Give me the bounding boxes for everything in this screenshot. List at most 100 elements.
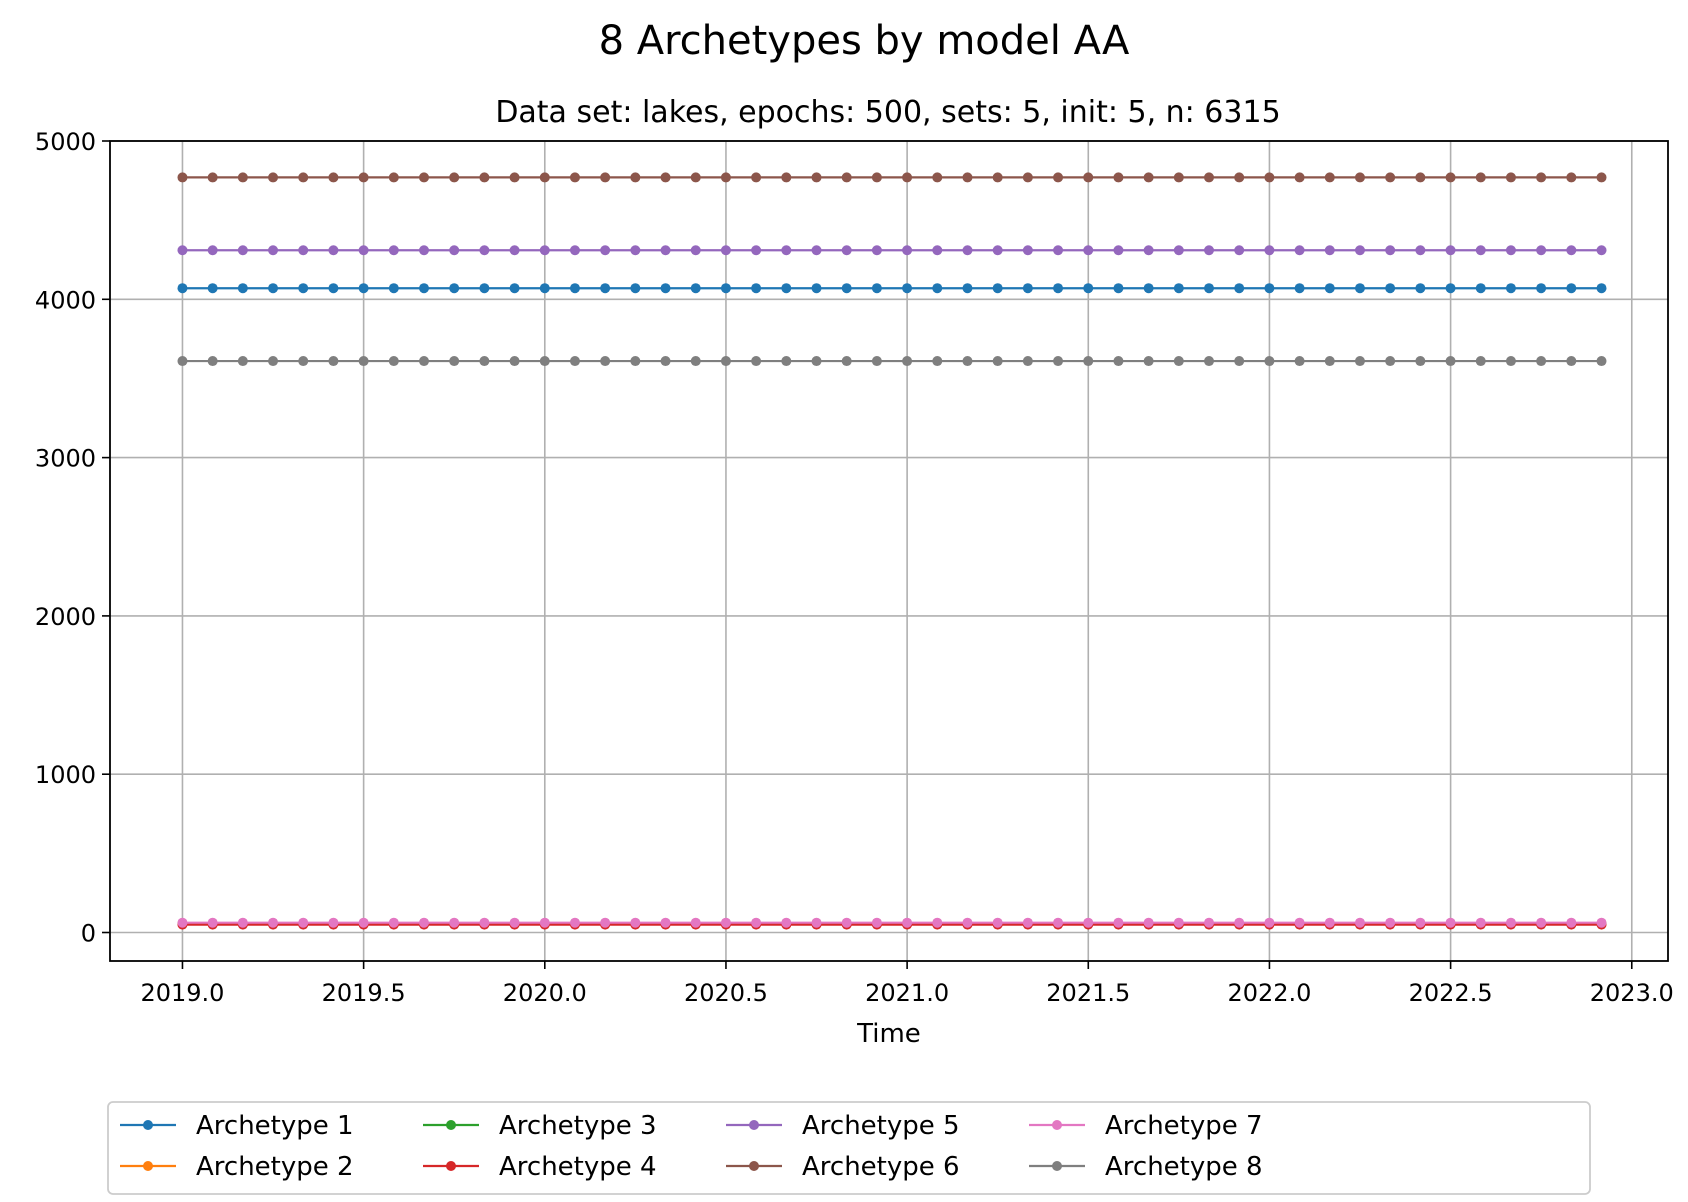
data-point [207,917,218,928]
data-point [1536,283,1547,294]
data-point [1324,917,1335,928]
data-point [630,283,641,294]
data-point [1536,917,1547,928]
data-point [660,283,671,294]
x-tick-label: 2021.5 [1046,979,1130,1007]
legend-swatch-marker [446,1161,456,1171]
data-point [479,917,490,928]
legend-swatch-marker [749,1161,759,1171]
chart-subtitle: Data set: lakes, epochs: 500, sets: 5, i… [495,95,1280,130]
legend-item-archetype-2: Archetype 2 [120,1152,354,1182]
data-point [600,356,611,367]
data-point [1294,172,1305,183]
data-point [1536,245,1547,256]
data-point [237,245,248,256]
legend: Archetype 1 Archetype 2 Archetype 3 Archety… [107,1101,1591,1195]
data-point [1053,356,1064,367]
data-point [1083,917,1094,928]
data-point [1234,917,1245,928]
data-point [781,917,792,928]
data-point [1053,172,1064,183]
data-point [539,917,550,928]
data-point [1354,356,1365,367]
series-archetype-7 [177,917,1607,928]
data-point [781,356,792,367]
data-point [1083,356,1094,367]
data-point [600,917,611,928]
data-point [268,245,279,256]
data-point [871,245,882,256]
data-point [207,283,218,294]
data-point [1204,245,1215,256]
data-point [1264,245,1275,256]
data-point [569,917,580,928]
data-point [1385,172,1396,183]
data-point [962,356,973,367]
x-axis: 2019.0 2019.5 2020.0 2020.5 2021.0 2021.5 2022… [140,961,1674,1007]
data-point [177,172,188,183]
legend-item-archetype-5: Archetype 5 [726,1111,960,1141]
data-point [932,283,943,294]
data-point [811,172,822,183]
data-point [1324,283,1335,294]
data-point [419,172,430,183]
data-point [237,356,248,367]
data-point [207,356,218,367]
data-point [298,245,309,256]
data-point [781,245,792,256]
data-point [1294,283,1305,294]
legend-swatch-marker [749,1120,759,1130]
data-point [1324,245,1335,256]
data-point [1415,245,1426,256]
data-point [600,245,611,256]
data-point [841,172,852,183]
legend-item-archetype-3: Archetype 3 [423,1111,657,1141]
data-point [1596,917,1607,928]
data-point [811,917,822,928]
data-point [569,172,580,183]
data-point [1113,172,1124,183]
data-point [751,283,762,294]
data-point [1234,172,1245,183]
data-point [1083,245,1094,256]
data-point [902,917,913,928]
data-point [962,283,973,294]
data-point [509,172,520,183]
data-point [1113,356,1124,367]
legend-label: Archetype 2 [196,1152,354,1182]
data-point [539,283,550,294]
legend-swatch-marker [143,1120,153,1130]
data-point [328,245,339,256]
data-point [358,245,369,256]
data-point [811,283,822,294]
data-point [1324,356,1335,367]
data-point [992,172,1003,183]
data-point [1022,917,1033,928]
data-point [1415,172,1426,183]
data-point [388,356,399,367]
data-point [751,172,762,183]
data-point [932,356,943,367]
data-point [509,917,520,928]
data-point [1294,356,1305,367]
data-point [479,356,490,367]
legend-swatch-marker [143,1161,153,1171]
data-point [1204,283,1215,294]
data-point [902,245,913,256]
data-point [1445,172,1456,183]
data-point [237,917,248,928]
data-point [388,172,399,183]
data-point [720,283,731,294]
data-point [207,172,218,183]
data-point [1204,172,1215,183]
data-point [1566,245,1577,256]
legend-label: Archetype 4 [499,1152,657,1182]
data-point [419,356,430,367]
data-point [358,356,369,367]
data-point [237,172,248,183]
data-point [992,283,1003,294]
data-point [1143,283,1154,294]
data-point [1324,172,1335,183]
data-point [298,283,309,294]
data-point [720,356,731,367]
